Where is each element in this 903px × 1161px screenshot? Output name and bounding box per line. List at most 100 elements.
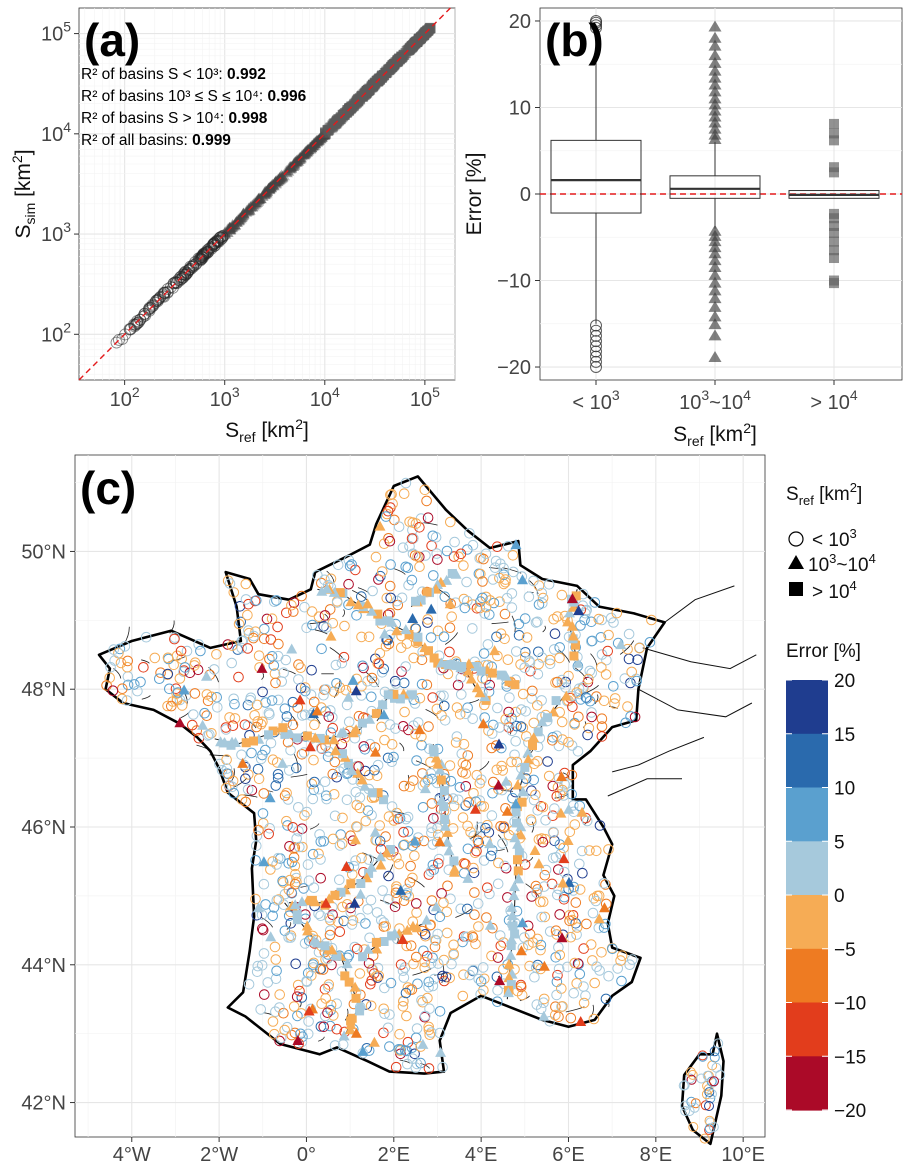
gauge-small-basin [222, 575, 234, 587]
gauge-small-basin [527, 937, 539, 948]
shape-legend: Sref [km2] < 103 103~104 > 104 [786, 480, 876, 603]
gauge-small-basin [394, 1045, 406, 1056]
scatter-point [116, 332, 129, 345]
gauge-small-basin [531, 887, 542, 899]
gauge-small-basin [423, 1063, 435, 1074]
gauge-small-basin [293, 825, 304, 837]
gauge-small-basin [357, 660, 368, 672]
gauge-small-basin [546, 878, 558, 890]
panel-a-x-tick-label: 103 [210, 384, 240, 411]
gauge-small-basin [398, 780, 410, 792]
gauge-small-basin [410, 1032, 422, 1044]
scatter-point [404, 43, 415, 54]
scatter-point [143, 303, 156, 315]
gauge-small-basin [379, 982, 390, 994]
scatter-point [137, 310, 150, 323]
gauge-small-basin [284, 765, 295, 776]
gauge-small-basin [596, 731, 608, 742]
gauge-small-basin [188, 709, 199, 720]
river-line [290, 774, 308, 778]
scatter-point [269, 176, 282, 187]
scatter-point [346, 101, 357, 112]
scatter-point [361, 87, 372, 98]
gauge-small-basin [408, 720, 419, 732]
panel-c-y-tick-label: 46°N [21, 817, 66, 839]
gauge-small-basin [551, 791, 563, 802]
scatter-point [383, 65, 394, 76]
gauge-small-basin [397, 965, 409, 977]
gauge-small-basin [306, 664, 317, 676]
gauge-small-basin [272, 772, 284, 784]
scatter-point [252, 193, 265, 204]
gauge-small-basin [519, 932, 530, 943]
gauge-small-basin [536, 911, 547, 923]
gauge-small-basin [567, 914, 578, 926]
gauge-small-basin [471, 845, 482, 857]
gauge-small-basin [608, 681, 619, 692]
gauge-small-basin [220, 782, 232, 794]
gauge-medium-basin [379, 628, 391, 639]
gauge-small-basin [432, 554, 443, 565]
gauge-large-basin [280, 729, 290, 739]
gauge-small-basin [688, 1122, 699, 1132]
box-outlier [708, 235, 722, 247]
river-line [612, 736, 705, 773]
gauge-large-basin [571, 591, 581, 601]
gauge-small-basin [519, 859, 531, 870]
scatter-point [237, 208, 250, 219]
gauge-small-basin [486, 810, 498, 821]
gauge-large-basin [387, 931, 397, 941]
gauge-large-basin [386, 845, 396, 854]
scatter-point [384, 64, 395, 75]
box-outlier [829, 227, 839, 238]
gauge-small-basin [510, 735, 522, 747]
gauge-small-basin [380, 921, 392, 932]
colorbar-segment [786, 895, 828, 950]
color-legend-title: Error [%] [786, 641, 861, 662]
gauge-small-basin [289, 860, 301, 872]
gauge-small-basin [425, 866, 437, 877]
gauge-small-basin [423, 1024, 435, 1036]
box-outlier [708, 39, 722, 51]
gauge-small-basin [347, 915, 359, 926]
gauge-small-basin [500, 862, 512, 874]
box-outlier [590, 355, 602, 368]
scatter-point [333, 115, 344, 126]
scatter-point [419, 28, 430, 39]
gauge-small-basin [444, 972, 456, 984]
scatter-point [297, 149, 310, 160]
gauge-small-basin [384, 1041, 395, 1052]
gauge-small-basin [559, 866, 570, 878]
gauge-small-basin [438, 897, 449, 909]
panel-c-y-ticks: 42°N44°N46°N48°N50°N [21, 541, 75, 1115]
gauge-small-basin [553, 740, 565, 752]
gauge-small-basin [569, 957, 581, 969]
gauge-small-basin [255, 1004, 267, 1015]
gauge-medium-basin [303, 1005, 315, 1016]
gauge-medium-basin [401, 924, 413, 935]
scatter-point [229, 217, 242, 228]
scatter-point [362, 86, 373, 97]
scatter-point [418, 30, 429, 41]
scatter-point [367, 81, 378, 92]
gauge-small-basin [228, 587, 240, 598]
gauge-large-basin [449, 856, 459, 866]
gauge-medium-basin [309, 732, 321, 743]
gauge-small-basin [328, 789, 340, 800]
gauge-small-basin [383, 894, 394, 905]
gauge-small-basin [424, 920, 436, 931]
river-line [444, 632, 458, 645]
colorbar-label: 10 [834, 779, 855, 800]
colorbar-label: 5 [834, 832, 845, 853]
gauge-small-basin [453, 794, 464, 806]
gauge-small-basin [557, 784, 568, 796]
river-line [352, 590, 368, 601]
scatter-point [198, 248, 211, 261]
gauge-small-basin [296, 590, 307, 602]
gauge-small-basin [424, 1003, 435, 1015]
gauge-small-basin [291, 876, 302, 888]
river-line [594, 694, 599, 705]
panel-b-y-tick-label: 10 [509, 97, 531, 119]
gauge-small-basin [586, 667, 598, 679]
scatter-point [389, 59, 400, 70]
